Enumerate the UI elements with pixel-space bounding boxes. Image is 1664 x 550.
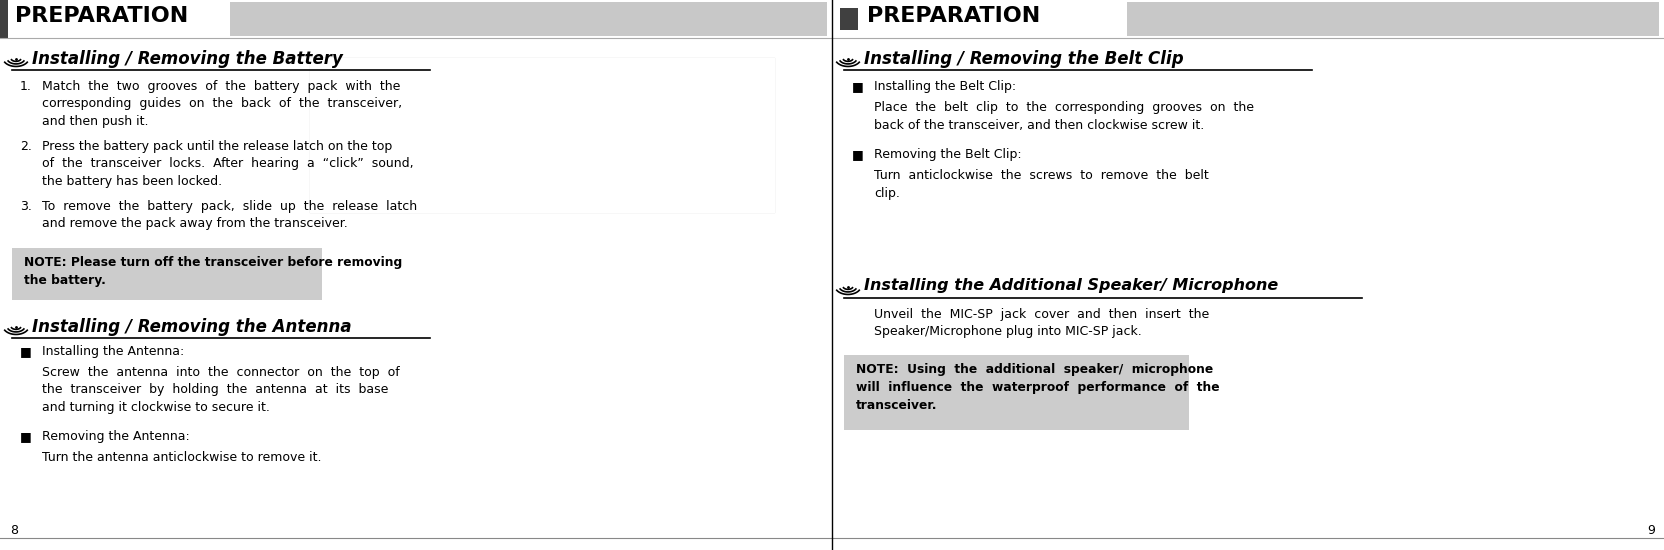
- Text: Installing the Additional Speaker/ Microphone: Installing the Additional Speaker/ Micro…: [864, 278, 1278, 293]
- Bar: [310, 300, 819, 515]
- Text: Removing the Belt Clip:: Removing the Belt Clip:: [874, 148, 1022, 161]
- Bar: [310, 58, 774, 213]
- Text: Screw  the  antenna  into  the  connector  on  the  top  of
the  transceiver  by: Screw the antenna into the connector on …: [42, 366, 399, 414]
- Text: Press the battery pack until the release latch on the top
of  the  transceiver  : Press the battery pack until the release…: [42, 140, 413, 188]
- Text: PREPARATION: PREPARATION: [867, 6, 1040, 26]
- Text: NOTE: Please turn off the transceiver before removing
the battery.: NOTE: Please turn off the transceiver be…: [23, 256, 403, 287]
- Bar: [310, 58, 774, 213]
- Text: Unveil  the  MIC-SP  jack  cover  and  then  insert  the
Speaker/Microphone plug: Unveil the MIC-SP jack cover and then in…: [874, 308, 1208, 338]
- Text: Match  the  two  grooves  of  the  battery  pack  with  the
corresponding  guide: Match the two grooves of the battery pac…: [42, 80, 403, 128]
- Text: Installing / Removing the Battery: Installing / Removing the Battery: [32, 50, 343, 68]
- Text: Installing / Removing the Antenna: Installing / Removing the Antenna: [32, 318, 351, 336]
- Bar: [832, 0, 1662, 38]
- Text: ■: ■: [852, 80, 864, 93]
- Bar: [230, 2, 827, 36]
- Text: Place  the  belt  clip  to  the  corresponding  grooves  on  the
back of the tra: Place the belt clip to the corresponding…: [874, 101, 1253, 131]
- Text: 3.: 3.: [20, 200, 32, 213]
- Text: PREPARATION: PREPARATION: [15, 6, 188, 26]
- Text: 1.: 1.: [20, 80, 32, 93]
- Text: ■: ■: [852, 148, 864, 161]
- Text: 8: 8: [10, 524, 18, 537]
- Text: ■: ■: [20, 430, 32, 443]
- Text: Removing the Antenna:: Removing the Antenna:: [42, 430, 190, 443]
- Bar: [844, 355, 1188, 430]
- Text: 2.: 2.: [20, 140, 32, 153]
- Bar: [840, 8, 857, 30]
- Bar: [1127, 2, 1657, 36]
- Text: Installing the Antenna:: Installing the Antenna:: [42, 345, 185, 358]
- Bar: [0, 0, 8, 38]
- Text: To  remove  the  battery  pack,  slide  up  the  release  latch
and remove the p: To remove the battery pack, slide up the…: [42, 200, 418, 230]
- Text: 9: 9: [1646, 524, 1654, 537]
- Text: Installing / Removing the Belt Clip: Installing / Removing the Belt Clip: [864, 50, 1183, 68]
- Text: Installing the Belt Clip:: Installing the Belt Clip:: [874, 80, 1015, 93]
- Text: ■: ■: [20, 345, 32, 358]
- Text: NOTE:  Using  the  additional  speaker/  microphone
will  influence  the  waterp: NOTE: Using the additional speaker/ micr…: [855, 363, 1220, 412]
- Bar: [12, 248, 321, 300]
- Text: Turn  anticlockwise  the  screws  to  remove  the  belt
clip.: Turn anticlockwise the screws to remove …: [874, 169, 1208, 200]
- Text: Turn the antenna anticlockwise to remove it.: Turn the antenna anticlockwise to remove…: [42, 451, 321, 464]
- Bar: [0, 0, 832, 38]
